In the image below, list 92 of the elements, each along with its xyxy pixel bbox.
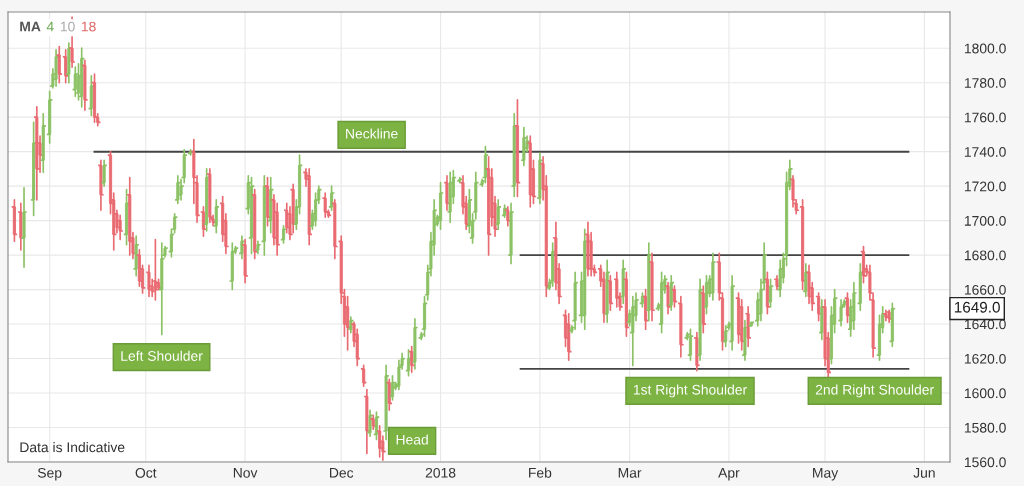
candlestick	[370, 414, 377, 431]
candlestick	[883, 309, 889, 322]
candlestick	[255, 240, 261, 255]
candlestick	[91, 73, 98, 124]
y-tick-label: 1780.0	[964, 78, 1006, 88]
candlestick	[886, 309, 892, 324]
annotation: 10	[60, 21, 75, 32]
candlestick	[242, 238, 248, 284]
candlestick	[101, 159, 107, 187]
candlestick	[678, 295, 684, 358]
candlestick	[889, 302, 896, 348]
candlestick	[482, 145, 489, 184]
candlestick	[322, 192, 328, 219]
candlestick	[639, 292, 646, 308]
candlestick	[815, 292, 822, 322]
candlestick	[620, 259, 626, 305]
candlestick	[229, 242, 236, 291]
x-tick-label: May	[813, 468, 839, 481]
y-tick-label: 1680.0	[964, 250, 1006, 261]
candlestick	[200, 205, 207, 237]
candlestick	[819, 299, 825, 341]
annotation: 18	[81, 21, 96, 32]
candlestick	[521, 126, 527, 167]
candlestick	[457, 176, 463, 184]
candlestick	[700, 285, 707, 334]
candlestick	[838, 299, 844, 327]
candlestick	[421, 295, 428, 337]
x-tick-label: Feb	[529, 467, 552, 478]
candlestick	[30, 121, 37, 217]
candlestick	[671, 285, 678, 308]
candlestick	[607, 274, 614, 312]
candlestick	[46, 90, 53, 144]
y-tick-label: 1740.0	[964, 146, 1006, 157]
candlestick	[748, 321, 755, 327]
candlestick	[572, 271, 578, 331]
candlestick	[565, 312, 572, 362]
y-tick-label: 1600.0	[964, 388, 1006, 399]
y-tick-label: 1660.0	[964, 284, 1006, 295]
annotation: Neckline	[346, 128, 398, 139]
candlestick	[11, 199, 18, 243]
y-tick-label: 1640.0	[964, 319, 1006, 330]
x-tick-label: Nov	[233, 468, 258, 478]
x-tick-label: Dec	[330, 468, 354, 478]
candlestick	[412, 318, 418, 370]
candlestick	[742, 319, 748, 362]
candlestick	[549, 242, 556, 287]
candlestick	[694, 331, 700, 372]
candlestick	[376, 424, 383, 458]
annotation: 4	[46, 21, 54, 32]
text: 1649.0	[954, 301, 1000, 313]
y-tick-label: 1760.0	[964, 112, 1006, 123]
candlestick	[710, 252, 716, 301]
annotation: Data is Indicative	[20, 442, 125, 453]
x-tick-label: 2018	[425, 467, 456, 478]
x-tick-label: Sep	[37, 467, 62, 481]
candlestick	[447, 171, 453, 224]
candlestick	[239, 235, 245, 260]
candlestick	[187, 149, 194, 156]
candlestick	[21, 187, 27, 269]
candlestick	[360, 364, 367, 387]
candlestick	[280, 224, 287, 244]
annotation: 2nd Right Shoulder	[815, 384, 934, 398]
y-tick-label: 1800.0	[964, 43, 1006, 54]
y-tick-label: 1560.0	[964, 457, 1006, 468]
candlestick	[687, 328, 694, 362]
candlestick	[98, 159, 104, 212]
x-tick-label: Oct	[135, 467, 157, 478]
candlestick	[857, 262, 864, 312]
y-tick-label: 1720.0	[964, 181, 1006, 192]
candlestick	[501, 204, 508, 219]
candlestick	[729, 274, 735, 351]
candlestick	[146, 264, 152, 298]
candlestick	[348, 316, 354, 334]
annotation: MA	[20, 21, 41, 32]
x-tick-label: Apr	[718, 468, 740, 481]
candlestick	[514, 99, 521, 198]
y-tick-label: 1580.0	[964, 422, 1006, 433]
y-tick-label: 1700.0	[964, 215, 1006, 226]
y-tick-label: 1620.0	[964, 353, 1006, 364]
annotation: Left Shoulder	[121, 350, 203, 361]
annotation: Head	[396, 434, 428, 445]
candlestick	[658, 271, 665, 334]
candlestick	[306, 168, 312, 246]
x-tick-label: Jun	[913, 468, 935, 478]
candlestick	[53, 49, 59, 87]
annotation: 1st Right Shoulder	[633, 384, 747, 398]
candlestick	[774, 274, 780, 291]
candlestick	[630, 295, 636, 367]
x-tick-label: Mar	[618, 468, 642, 478]
candlestick	[328, 185, 335, 212]
candlestick	[175, 174, 181, 205]
candlestick	[614, 271, 620, 308]
